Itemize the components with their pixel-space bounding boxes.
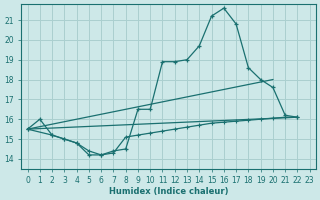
X-axis label: Humidex (Indice chaleur): Humidex (Indice chaleur) <box>109 187 228 196</box>
